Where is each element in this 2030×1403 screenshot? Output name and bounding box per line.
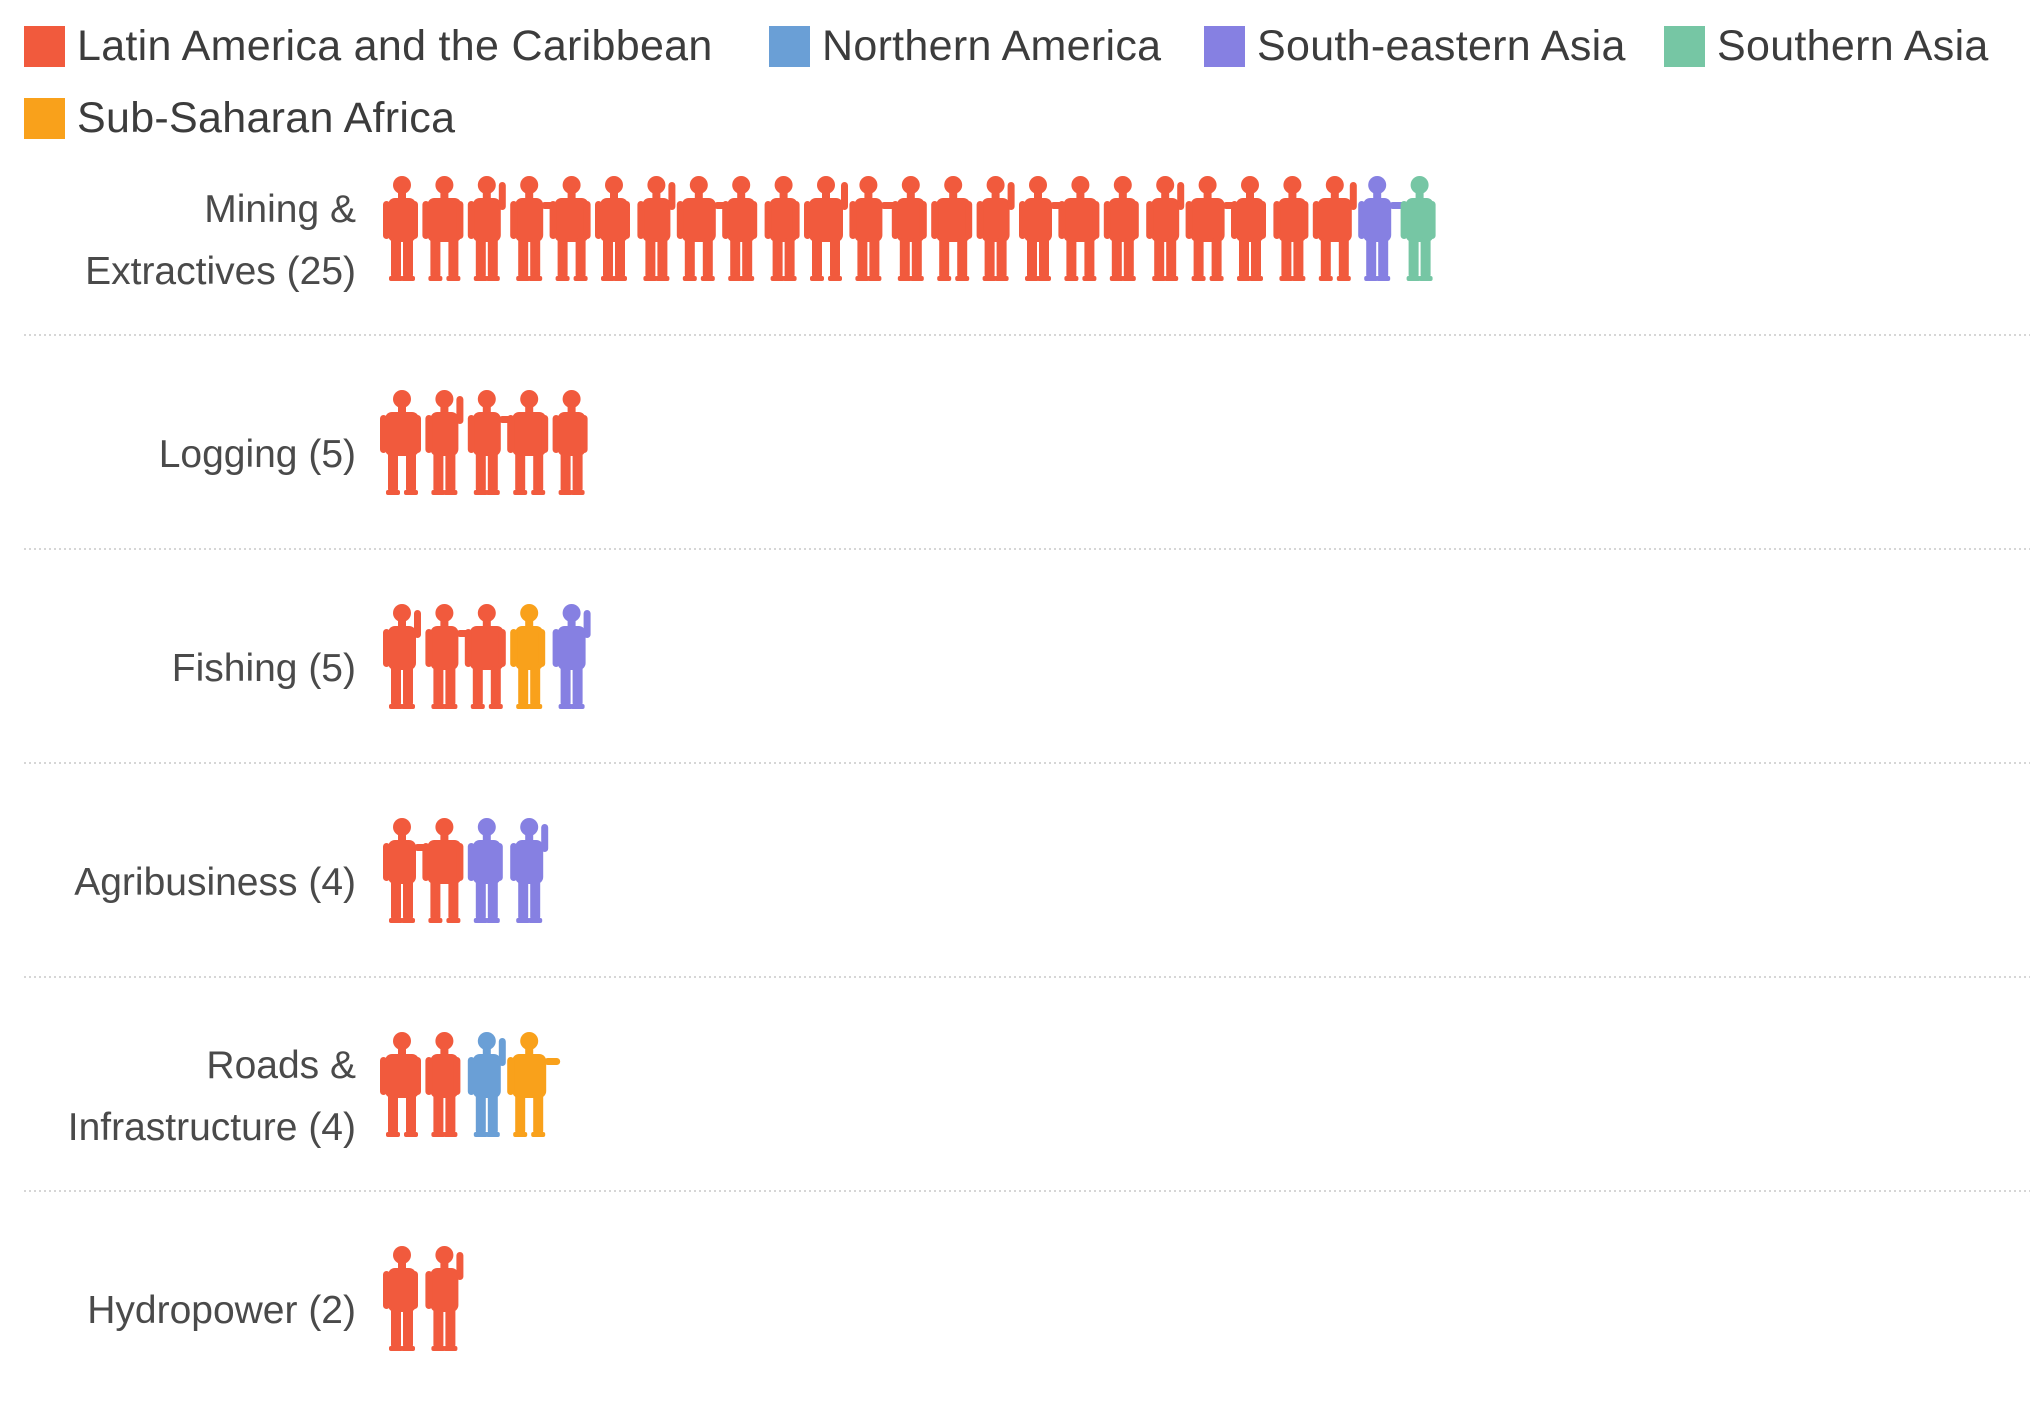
person-icon: [804, 176, 848, 281]
person-icon: [1146, 176, 1185, 281]
person-icon: [1103, 176, 1139, 281]
person-icon: [1358, 176, 1406, 281]
legend-label: Southern Asia: [1717, 21, 1989, 70]
legend-label: Sub-Saharan Africa: [77, 93, 456, 142]
category-label: Fishing (5): [172, 647, 356, 690]
person-icon: [1312, 176, 1357, 281]
person-icon: [425, 1246, 464, 1351]
person-icon: [510, 604, 546, 709]
person-icon: [1273, 176, 1309, 281]
legend-item[interactable]: Latin America and the Caribbean: [24, 22, 713, 70]
legend-swatch: [24, 25, 65, 67]
person-icon: [637, 176, 676, 281]
category-row: Roads & Infrastructure (4): [24, 1032, 2030, 1192]
person-icon: [467, 1032, 506, 1137]
person-icon: [425, 604, 473, 709]
person-icon: [676, 176, 730, 281]
category-label: Logging (5): [159, 433, 356, 476]
person-icon: [849, 176, 897, 281]
person-icon: [891, 176, 927, 281]
legend-swatch: [24, 97, 65, 139]
person-icon: [1231, 176, 1266, 281]
legend-swatch: [1664, 25, 1705, 67]
category-row: Agribusiness (4): [24, 818, 2030, 978]
person-icon: [425, 1032, 461, 1137]
legend-swatch: [769, 25, 810, 67]
person-icon: [467, 390, 515, 495]
person-icon: [383, 176, 418, 281]
person-icon: [422, 176, 464, 281]
category-row: Mining & Extractives (25): [24, 176, 2030, 336]
person-icon: [1019, 176, 1066, 281]
person-icon: [722, 176, 758, 281]
person-icon: [380, 390, 421, 495]
person-icon: [976, 176, 1015, 281]
person-icon: [425, 390, 464, 495]
person-icon: [383, 818, 430, 923]
category-row: Hydropower (2): [87, 1246, 464, 1351]
person-icon: [383, 1246, 418, 1351]
legend-item[interactable]: Southern Asia: [1664, 22, 1989, 70]
legend-swatch: [1204, 25, 1245, 67]
category-label: Hydropower (2): [87, 1289, 356, 1332]
person-icon: [467, 818, 503, 923]
person-icon: [595, 176, 630, 281]
category-row: Logging (5): [24, 390, 2030, 550]
legend-label: Northern America: [822, 21, 1162, 70]
person-icon: [1400, 176, 1436, 281]
legend-item[interactable]: South-eastern Asia: [1204, 22, 1626, 70]
category-row: Fishing (5): [24, 604, 2030, 764]
legend-label: South-eastern Asia: [1257, 21, 1626, 70]
legend-item[interactable]: Northern America: [769, 22, 1161, 70]
person-icon: [464, 604, 506, 709]
person-icon: [467, 176, 506, 281]
person-icon: [931, 176, 973, 281]
category-label: Mining &: [204, 188, 356, 231]
person-icon: [380, 1032, 421, 1137]
person-icon: [552, 390, 588, 495]
category-label: Infrastructure (4): [68, 1106, 356, 1149]
category-label: Extractives (25): [85, 250, 356, 293]
person-icon: [422, 818, 464, 923]
category-label: Roads &: [206, 1044, 356, 1087]
person-icon: [549, 176, 591, 281]
person-icon: [1058, 176, 1100, 281]
person-icon: [383, 604, 421, 709]
person-icon: [507, 390, 549, 495]
person-icon: [764, 176, 800, 281]
person-icon: [510, 818, 549, 923]
legend-item[interactable]: Sub-Saharan Africa: [24, 94, 455, 142]
person-icon: [1185, 176, 1239, 281]
person-icon: [552, 604, 591, 709]
category-label: Agribusiness (4): [74, 861, 356, 904]
person-icon: [507, 1032, 561, 1137]
legend-label: Latin America and the Caribbean: [77, 21, 713, 70]
